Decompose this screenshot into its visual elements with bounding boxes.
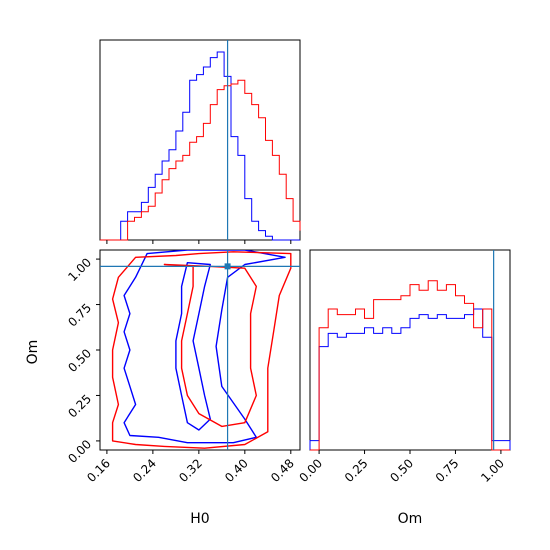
y-axis-label-om: Om xyxy=(25,340,41,365)
joint-x-tick-label: 0.24 xyxy=(130,456,159,485)
h0-marginal-panel xyxy=(99,39,301,244)
contour-red-level-2 xyxy=(163,263,257,428)
joint-y-tick-label: 0.75 xyxy=(65,301,94,330)
om-marginal-tick-label: 0.25 xyxy=(342,456,371,485)
contour-blue-level-2 xyxy=(175,262,211,431)
joint-x-tick-label: 0.32 xyxy=(176,456,205,485)
joint-y-tick-label: 0.25 xyxy=(65,392,94,421)
om-marginal-tick-label: 0.50 xyxy=(387,456,416,485)
om-histogram-series-red xyxy=(310,280,510,451)
joint-x-tick-label: 0.48 xyxy=(268,456,297,485)
om-marginal-tick-label: 0.75 xyxy=(433,456,462,485)
om-marginal-frame xyxy=(309,249,511,451)
h0-om-joint-panel: 0.16 0.24 0.32 0.40 0.48 0.00 0.25 0.50 0.75 1.00 xyxy=(65,249,301,485)
om-marginal-tick-label: 1.00 xyxy=(478,456,507,485)
joint-y-tick-label: 1.00 xyxy=(65,255,94,284)
h0-histogram-series-red xyxy=(100,79,301,241)
h0-histogram-series-blue xyxy=(100,51,300,241)
joint-y-tick-label: 0.50 xyxy=(65,346,94,375)
contour-blue-level-1 xyxy=(123,250,286,444)
om-marginal-panel: 0.00 0.25 0.50 0.75 1.00 xyxy=(296,249,511,485)
joint-x-tick-label: 0.40 xyxy=(222,456,251,485)
om-marginal-tick-label: 0.00 xyxy=(296,456,325,485)
joint-x-tick-label: 0.16 xyxy=(84,456,113,485)
om-histogram-series-blue xyxy=(309,308,511,450)
x-axis-label-h0: H0 xyxy=(190,511,209,527)
contour-group xyxy=(111,250,292,449)
joint-y-tick-label: 0.00 xyxy=(65,437,94,466)
h0-marginal-frame xyxy=(99,39,301,241)
truth-marker xyxy=(224,263,231,270)
contour-red-level-1 xyxy=(111,251,292,449)
x-axis-label-om: Om xyxy=(398,511,423,527)
